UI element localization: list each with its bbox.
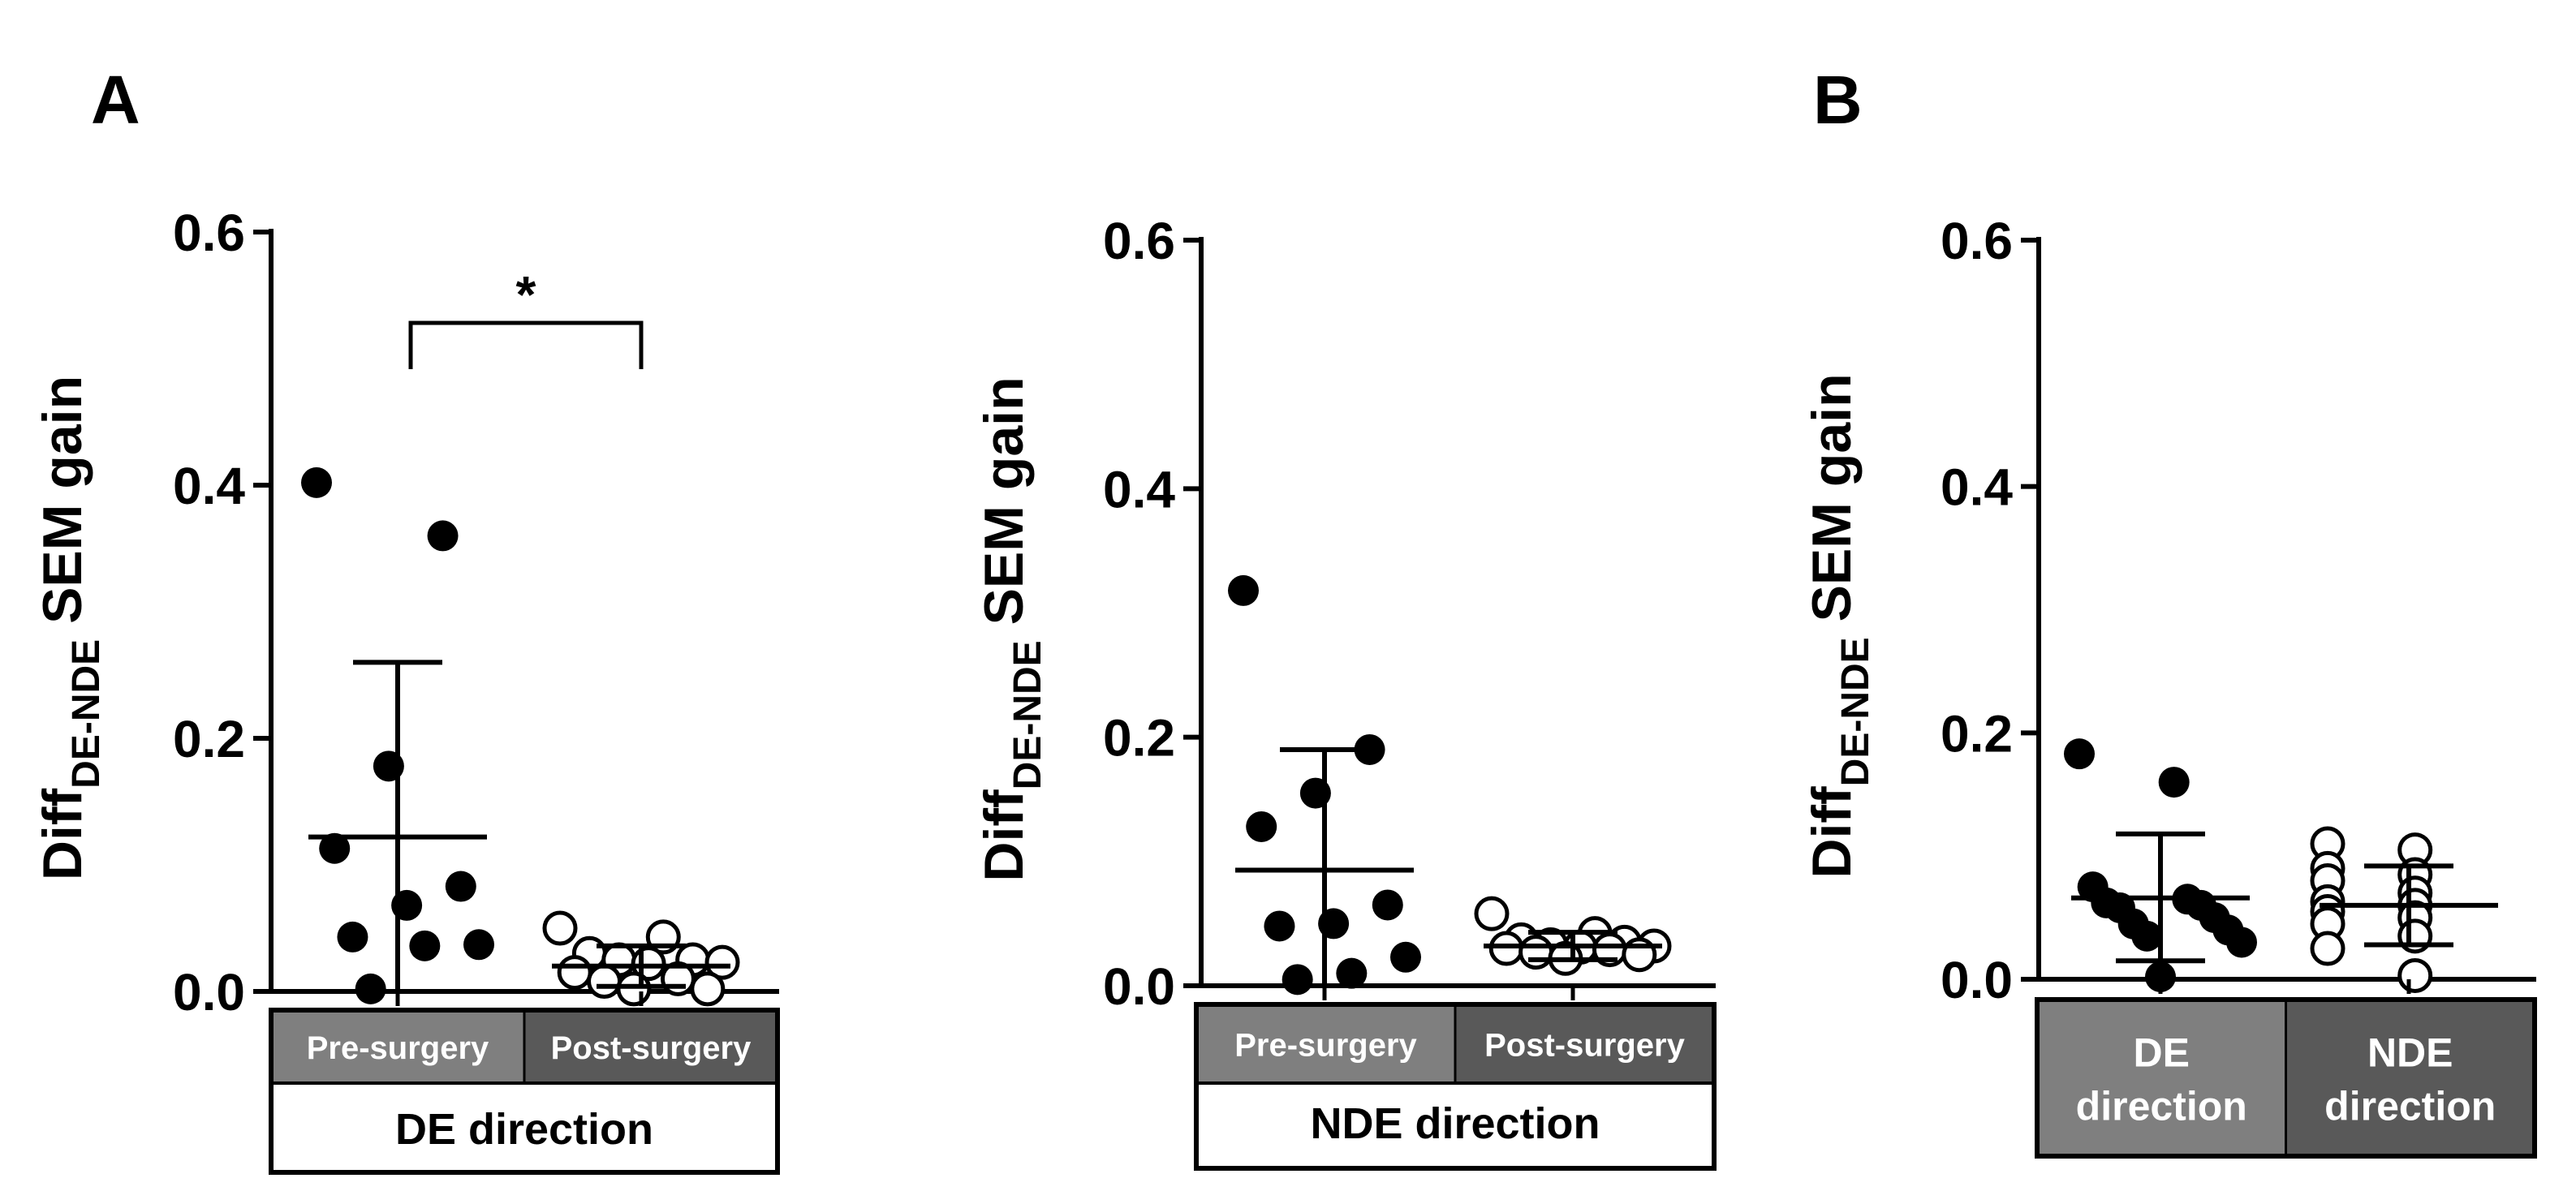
data-point xyxy=(2131,920,2163,952)
data-point xyxy=(2158,767,2190,798)
y-tick-label: 0.6 xyxy=(1941,212,2013,270)
y-tick-label: 0.2 xyxy=(173,710,245,768)
data-point xyxy=(1264,910,1295,942)
category-box-1 xyxy=(1196,1004,1455,1083)
y-tick-label: 0.0 xyxy=(1103,957,1175,1016)
y-tick-label: 0.6 xyxy=(1103,212,1175,270)
y-tick-label: 0.0 xyxy=(173,963,245,1021)
chart-a-de-direction: 0.0 0.2 0.4 0.6 DiffDE-NDE SEM gain Pre-surge… xyxy=(32,204,780,1175)
data-point xyxy=(463,929,494,961)
data-point xyxy=(427,520,459,552)
data-point xyxy=(1354,733,1385,765)
data-point xyxy=(1228,574,1259,606)
y-tick-label: 0.6 xyxy=(173,204,245,262)
category-label: Pre-surgery xyxy=(307,1030,489,1066)
data-point xyxy=(1282,964,1313,995)
category-label: Post-surgery xyxy=(551,1030,752,1066)
panel-letter-b: B xyxy=(1813,62,1863,138)
category-box-1 xyxy=(2037,1000,2286,1156)
category-label: direction xyxy=(2324,1084,2496,1129)
series-1 xyxy=(1228,574,1421,1000)
series-1 xyxy=(2064,738,2257,994)
data-point xyxy=(1372,889,1403,921)
direction-label: NDE direction xyxy=(1310,1099,1600,1148)
category-label: Pre-surgery xyxy=(1234,1028,1417,1064)
series-1 xyxy=(301,467,494,1006)
y-axis-label: DiffDE-NDE SEM gain xyxy=(32,376,108,880)
category-box-2 xyxy=(524,1010,778,1083)
data-point xyxy=(587,964,622,1000)
category-label: direction xyxy=(2076,1084,2247,1129)
chart-a-nde-direction: 0.0 0.2 0.4 0.6 DiffDE-NDE SEM gain Pre-surge… xyxy=(973,212,1717,1171)
data-point xyxy=(445,871,476,902)
category-box-1 xyxy=(271,1010,524,1083)
data-point xyxy=(690,971,726,1007)
significance-label: * xyxy=(516,265,536,324)
data-point xyxy=(2397,957,2433,993)
category-label: Post-surgery xyxy=(1484,1028,1685,1064)
y-tick-label: 0.4 xyxy=(1103,460,1175,518)
data-point xyxy=(355,973,386,1004)
series-2 xyxy=(2310,826,2498,994)
data-point xyxy=(337,921,368,952)
data-point xyxy=(2310,931,2346,966)
category-label: NDE xyxy=(2367,1030,2453,1076)
y-tick-label: 0.2 xyxy=(1103,709,1175,768)
series-2 xyxy=(1474,896,1672,1000)
category-box-2 xyxy=(2285,1000,2535,1156)
data-point xyxy=(301,467,332,498)
data-point xyxy=(1474,896,1510,931)
significance-bracket xyxy=(408,320,644,369)
data-point xyxy=(2145,961,2176,992)
data-point xyxy=(616,971,652,1007)
y-axis-label: DiffDE-NDE SEM gain xyxy=(973,376,1049,881)
data-point xyxy=(1246,811,1277,842)
direction-label: DE direction xyxy=(395,1105,653,1154)
data-point xyxy=(1390,941,1421,973)
data-point xyxy=(1336,957,1368,989)
panel-letter-a: A xyxy=(91,62,140,138)
y-tick-label: 0.0 xyxy=(1941,951,2013,1009)
chart-b-directions: 0.0 0.2 0.4 0.6 DiffDE-NDE SEM gain DE directi… xyxy=(1801,212,2537,1159)
category-label: DE xyxy=(2134,1030,2190,1076)
data-point xyxy=(409,930,441,961)
data-point xyxy=(542,910,578,946)
data-point xyxy=(1488,931,1524,966)
series-2 xyxy=(542,910,740,1007)
data-point xyxy=(704,944,740,980)
data-point xyxy=(557,955,592,991)
y-tick-label: 0.4 xyxy=(173,457,245,515)
y-axis-label: DiffDE-NDE SEM gain xyxy=(1801,373,1877,878)
data-point xyxy=(2064,738,2095,770)
category-box-2 xyxy=(1455,1004,1714,1083)
data-point xyxy=(2226,927,2257,958)
data-point xyxy=(319,832,351,864)
y-tick-label: 0.4 xyxy=(1941,458,2013,517)
data-point xyxy=(1518,935,1554,970)
y-tick-label: 0.2 xyxy=(1941,704,2013,763)
